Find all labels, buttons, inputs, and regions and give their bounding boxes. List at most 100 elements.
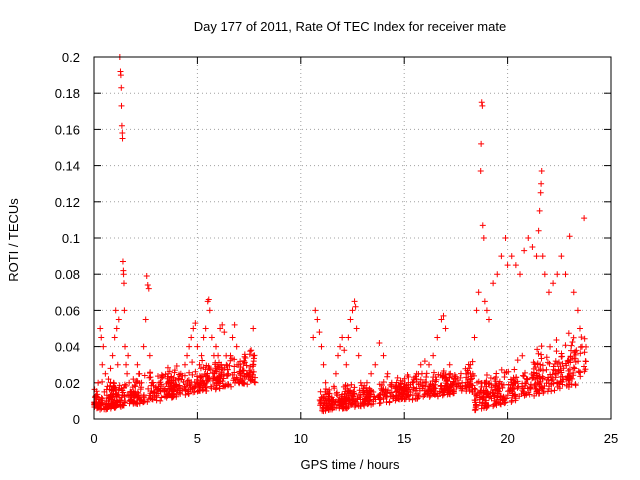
data-point [225, 370, 232, 377]
data-point [345, 334, 352, 341]
data-point [323, 400, 330, 407]
data-point [164, 375, 171, 382]
data-point [123, 361, 130, 368]
y-tick-label: 0.14 [55, 159, 80, 174]
data-point [240, 380, 247, 387]
data-point [354, 395, 361, 402]
data-point [531, 392, 538, 399]
data-point [347, 396, 354, 403]
data-point [452, 375, 459, 382]
data-point [434, 334, 441, 341]
data-point [214, 380, 221, 387]
data-point [543, 354, 550, 361]
data-point [469, 358, 476, 365]
data-point [158, 394, 165, 401]
data-point [125, 352, 132, 359]
data-point [343, 401, 350, 408]
data-point [247, 369, 254, 376]
data-point [173, 383, 180, 390]
data-point [450, 388, 457, 395]
data-point [576, 325, 583, 332]
data-point [197, 365, 204, 372]
data-point [187, 386, 194, 393]
data-point [574, 307, 581, 314]
data-point [565, 367, 572, 374]
data-point [581, 363, 588, 370]
data-point [248, 347, 255, 354]
data-point [553, 348, 560, 355]
data-point [217, 373, 224, 380]
data-point [376, 339, 383, 346]
data-point [575, 368, 582, 375]
data-point [524, 376, 531, 383]
data-point [218, 369, 225, 376]
data-point [104, 404, 111, 411]
data-point [363, 379, 370, 386]
data-point [513, 374, 520, 381]
data-point [314, 316, 321, 323]
data-point [321, 393, 328, 400]
data-point [239, 379, 246, 386]
data-point [405, 373, 412, 380]
data-point [235, 361, 242, 368]
data-point [538, 180, 545, 187]
data-point [406, 396, 413, 403]
data-point [165, 379, 172, 386]
data-point [423, 370, 430, 377]
data-point [411, 374, 418, 381]
data-point [497, 401, 504, 408]
data-point [530, 359, 537, 366]
data-point [171, 367, 178, 374]
data-point [140, 399, 147, 406]
data-point [240, 360, 247, 367]
data-point [133, 377, 140, 384]
data-point [581, 215, 588, 222]
data-point [480, 393, 487, 400]
data-point [451, 371, 458, 378]
data-point [213, 343, 220, 350]
data-point [320, 395, 327, 402]
data-point [196, 361, 203, 368]
data-point [138, 379, 145, 386]
y-tick-label: 0.2 [62, 50, 80, 65]
data-point [327, 403, 334, 410]
data-point [337, 397, 344, 404]
data-point [110, 379, 117, 386]
data-point [479, 400, 486, 407]
data-point [497, 400, 504, 407]
data-point [119, 135, 126, 142]
data-point [310, 334, 317, 341]
data-point [427, 392, 434, 399]
data-point [146, 352, 153, 359]
data-point [486, 394, 493, 401]
data-point [165, 370, 172, 377]
data-point [136, 370, 143, 377]
data-point [501, 400, 508, 407]
data-point [531, 382, 538, 389]
data-point [171, 382, 178, 389]
data-point [173, 393, 180, 400]
data-point [146, 374, 153, 381]
data-point [249, 363, 256, 370]
data-point [551, 387, 558, 394]
data-point [534, 346, 541, 353]
data-point [538, 343, 545, 350]
y-tick-label: 0.08 [55, 267, 80, 282]
data-point [112, 307, 119, 314]
data-point [241, 353, 248, 360]
data-point [186, 343, 193, 350]
data-point [101, 388, 108, 395]
data-point [195, 387, 202, 394]
data-point [102, 370, 109, 377]
data-point [511, 366, 518, 373]
y-tick-label: 0.18 [55, 86, 80, 101]
data-point [544, 376, 551, 383]
y-tick-label: 0.02 [55, 376, 80, 391]
data-point [388, 389, 395, 396]
data-point [225, 381, 232, 388]
data-point [467, 361, 474, 368]
data-point [117, 402, 124, 409]
data-point [118, 84, 125, 91]
data-point [224, 362, 231, 369]
